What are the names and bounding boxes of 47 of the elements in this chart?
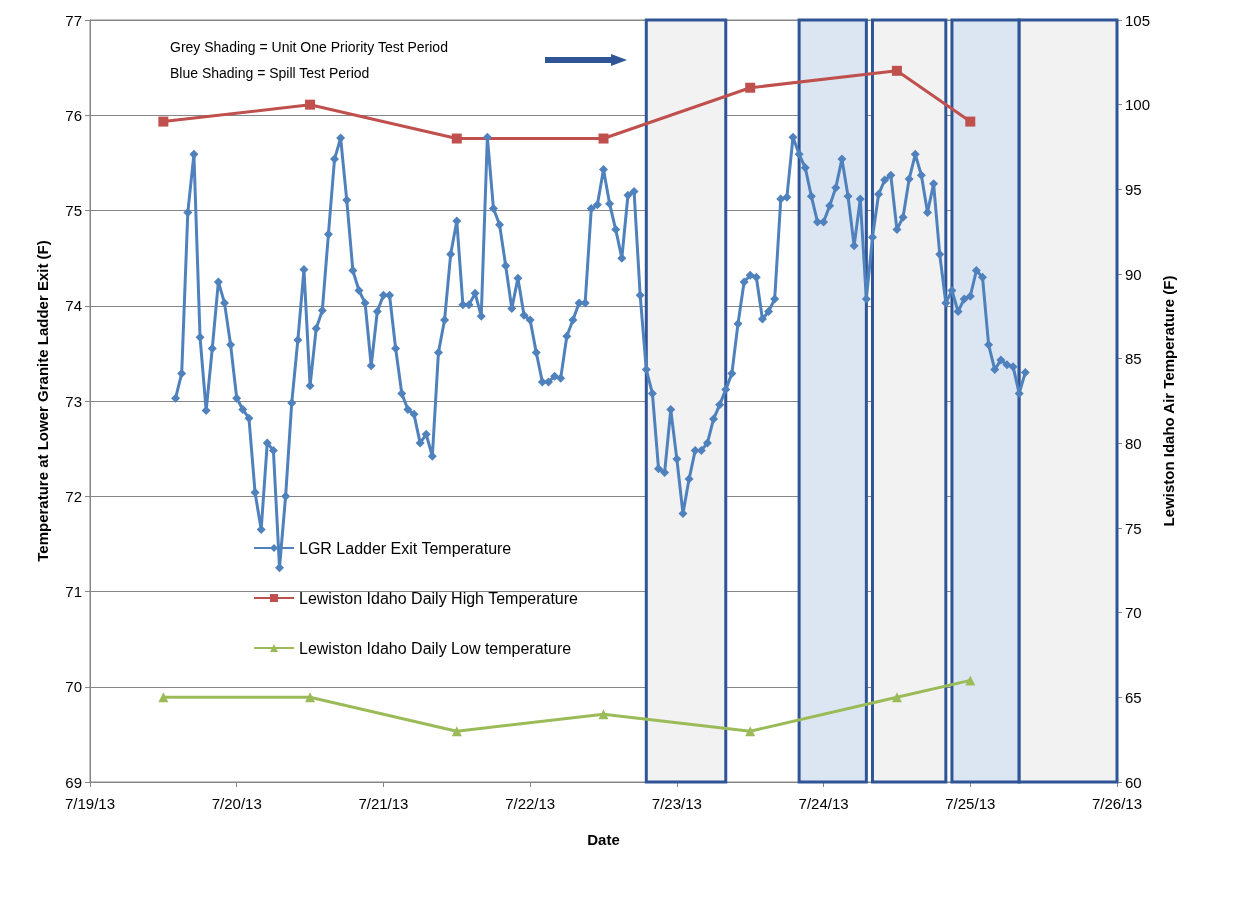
y2-axis-title: Lewiston Idaho Air Temperature (F) — [1159, 275, 1177, 527]
point — [158, 692, 169, 703]
point — [451, 133, 462, 144]
point — [451, 726, 462, 737]
y2-tick-label: 100 — [1125, 96, 1151, 114]
x-tick-label: 7/21/13 — [358, 795, 409, 812]
x-tick-label: 7/19/13 — [64, 795, 116, 812]
y-tick-label: 69 — [65, 773, 82, 791]
point — [598, 133, 609, 144]
y-tick-label: 71 — [65, 583, 82, 600]
legend-label: Lewiston Idaho Daily High Temperature — [299, 589, 579, 607]
y-tick-label: 70 — [65, 678, 82, 696]
x-tick-label: 7/20/13 — [211, 795, 262, 812]
y2-tick-label: 105 — [1125, 11, 1151, 29]
x-tick-label: 7/24/13 — [798, 795, 849, 812]
annotation: Blue Shading = Spill Test Period — [170, 65, 370, 81]
y2-tick-label: 85 — [1125, 350, 1142, 368]
legend-label: Lewiston Idaho Daily Low temperature — [299, 639, 572, 657]
point — [305, 692, 316, 703]
point — [305, 99, 316, 110]
y2-tick-label: 65 — [1125, 688, 1142, 706]
y-axis-title: Temperature at Lower Granite Ladder Exit (F) — [34, 240, 51, 562]
point — [158, 116, 169, 127]
y2-tick-label: 70 — [1125, 604, 1142, 622]
x-tick-label: 7/25/13 — [945, 795, 996, 812]
y-tick-label: 75 — [65, 202, 82, 219]
y2-tick-label: 90 — [1125, 265, 1142, 283]
y-tick-label: 77 — [65, 11, 82, 29]
point — [891, 692, 902, 703]
point — [598, 709, 609, 720]
legend-label: LGR Ladder Exit Temperature — [299, 539, 512, 557]
x-axis-title: Date — [587, 831, 620, 848]
y-tick-label: 72 — [65, 487, 82, 505]
y2-tick-label: 75 — [1125, 519, 1142, 537]
x-tick-label: 7/22/13 — [505, 795, 556, 812]
point — [745, 82, 756, 93]
x-tick-label: 7/23/13 — [651, 795, 702, 812]
y-tick-label: 73 — [65, 392, 82, 410]
annotation: Grey Shading = Unit One Priority Test Period — [170, 39, 448, 55]
x-tick-label: 7/26/13 — [1091, 795, 1143, 812]
y2-tick-label: 95 — [1125, 180, 1142, 198]
y-tick-label: 76 — [65, 106, 82, 124]
y-tick-label: 74 — [65, 297, 82, 315]
point — [745, 726, 756, 737]
y2-tick-label: 60 — [1125, 773, 1142, 791]
y2-tick-label: 80 — [1125, 434, 1142, 452]
point — [891, 65, 902, 76]
